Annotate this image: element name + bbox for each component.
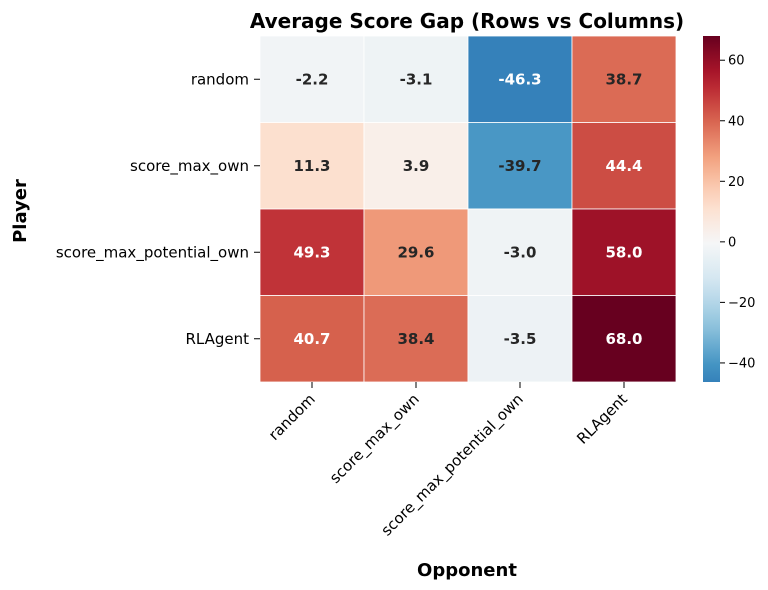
cell-value-label: -3.0 xyxy=(504,243,537,261)
cell-value-label: -2.2 xyxy=(296,70,329,88)
cell-value-label: -46.3 xyxy=(498,70,541,88)
heatmap-cell xyxy=(571,35,677,123)
colorbar-ticks: 60 40 20 0 −20 −40 xyxy=(720,54,755,371)
heatmap-cell xyxy=(259,295,365,383)
cell-value-label: 38.4 xyxy=(397,330,434,348)
cell-value-label: -39.7 xyxy=(498,157,541,175)
cell-value-label: 38.7 xyxy=(605,70,642,88)
colorbar-tick-label: −40 xyxy=(728,356,755,371)
heatmap-cell xyxy=(571,208,677,296)
cell-value-label: 29.6 xyxy=(397,243,434,261)
heatmap-cell-labels: -2.2 -3.1 -46.3 38.7 11.3 3.9 -39.7 44.4 49.3 29.… xyxy=(293,70,642,348)
cell-value-label: -3.5 xyxy=(504,330,537,348)
cell-value-label: 58.0 xyxy=(605,243,642,261)
heatmap-cell xyxy=(467,295,573,383)
cell-value-label: 68.0 xyxy=(605,330,642,348)
cell-value-label: 44.4 xyxy=(605,157,642,175)
colorbar-tick-label: 40 xyxy=(728,114,745,129)
y-tick-labels: random score_max_own score_max_potential_o… xyxy=(56,70,260,348)
colorbar-tick-label: 0 xyxy=(728,235,736,250)
x-tick-label: score_max_own xyxy=(326,390,424,488)
heatmap-cell xyxy=(363,208,469,296)
heatmap-cell xyxy=(571,295,677,383)
heatmap-cell xyxy=(363,35,469,123)
cell-value-label: 11.3 xyxy=(293,157,330,175)
heatmap-cells xyxy=(259,35,677,383)
cell-value-label: 49.3 xyxy=(293,243,330,261)
x-tick-labels: random score_max_ownscore_max_potential_o… xyxy=(265,382,631,540)
colorbar-tick-label: 60 xyxy=(728,54,745,69)
heatmap-cell xyxy=(259,122,365,210)
colorbar-tick-label: −20 xyxy=(728,296,755,311)
heatmap-cell xyxy=(571,122,677,210)
x-tick-label: RLAgent xyxy=(573,390,631,448)
heatmap-cell xyxy=(259,35,365,123)
y-tick-label: RLAgent xyxy=(185,330,249,348)
chart-title: Average Score Gap (Rows vs Columns) xyxy=(250,9,684,33)
cell-value-label: 3.9 xyxy=(403,157,430,175)
cell-value-label: 40.7 xyxy=(293,330,330,348)
x-tick-label: random xyxy=(265,390,319,444)
y-tick-label: random xyxy=(191,70,249,88)
heatmap-cell xyxy=(467,35,573,123)
y-tick-label: score_max_potential_own xyxy=(56,243,249,262)
colorbar xyxy=(703,36,720,382)
heatmap-cell xyxy=(363,122,469,210)
cell-value-label: -3.1 xyxy=(400,70,433,88)
heatmap-cell xyxy=(363,295,469,383)
y-axis-label: Player xyxy=(10,179,31,243)
y-tick-label: score_max_own xyxy=(130,157,249,176)
x-axis-label: Opponent xyxy=(417,560,517,581)
colorbar-tick-label: 20 xyxy=(728,175,745,190)
